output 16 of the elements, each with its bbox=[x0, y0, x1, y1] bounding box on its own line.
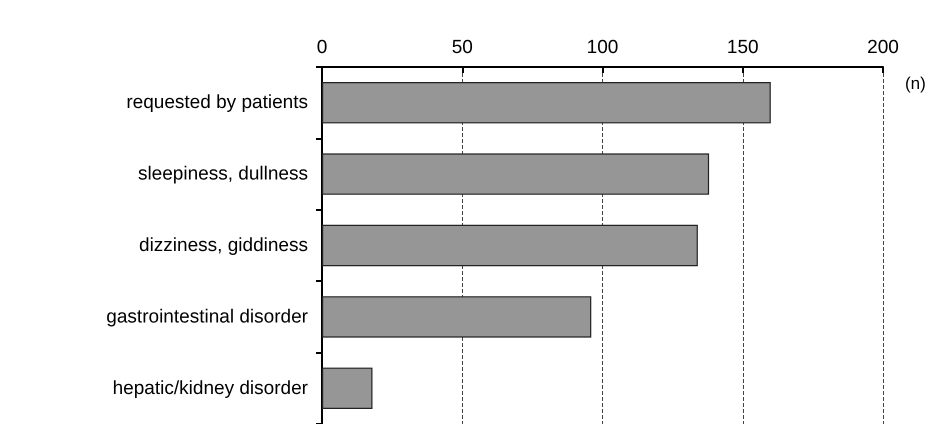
x-tick-label: 0 bbox=[316, 37, 328, 58]
x-tick-label: 100 bbox=[586, 37, 618, 58]
bar bbox=[322, 82, 771, 124]
y-tick-label: gastrointestinal disorder bbox=[106, 306, 309, 328]
x-axis-title: (n) bbox=[905, 74, 926, 93]
y-tick-label: hepatic/kidney disorder bbox=[112, 378, 309, 399]
bar bbox=[322, 153, 710, 195]
bar bbox=[322, 224, 698, 266]
bar bbox=[322, 368, 372, 410]
x-tick-label: 200 bbox=[867, 37, 899, 58]
y-tick-label: requested by patients bbox=[126, 92, 308, 114]
y-tick-label: dizziness, giddiness bbox=[139, 235, 308, 256]
y-tick-label: sleepiness, dullness bbox=[138, 164, 308, 185]
x-tick-label: 150 bbox=[726, 37, 759, 58]
bar bbox=[322, 296, 592, 338]
x-tick-label: 50 bbox=[452, 37, 473, 58]
